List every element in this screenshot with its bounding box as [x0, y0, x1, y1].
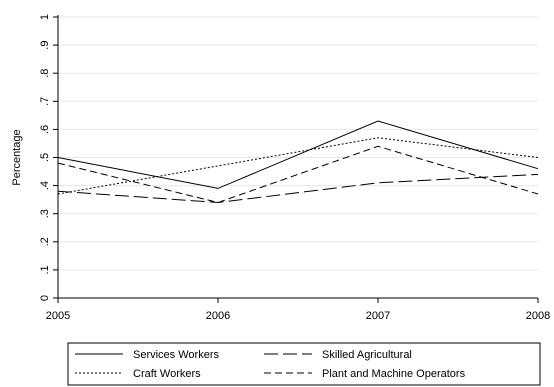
legend-label: Skilled Agricultural [322, 349, 412, 361]
series-line [57, 137, 539, 195]
y-tick-label: .4 [39, 181, 51, 190]
y-tick-label: .3 [39, 209, 51, 218]
legend-label: Plant and Machine Operators [322, 368, 466, 380]
y-tick-label: 1 [39, 14, 51, 20]
y-tick-label: .7 [39, 97, 51, 106]
x-tick-label: 2006 [206, 310, 230, 322]
legend-box [67, 342, 541, 386]
y-tick-label: .2 [39, 237, 51, 246]
legend-label: Services Workers [133, 349, 219, 361]
y-tick-label: .9 [39, 41, 51, 50]
legend-label: Craft Workers [133, 368, 201, 380]
y-tick-label: 0 [39, 295, 51, 301]
series-line [57, 145, 539, 204]
y-tick-label: .8 [39, 69, 51, 78]
x-tick-label: 2007 [366, 310, 390, 322]
axes: 0 .1 .2 .3 .4 .5 .6 .7 .8 .9 1 2005 2006 2007 2008 [39, 14, 550, 322]
legend: Services Workers Skilled Agricultural Craf… [67, 342, 541, 386]
x-tick-label: 2008 [526, 310, 550, 322]
series-line [57, 120, 539, 189]
y-axis-title: Percentage [11, 129, 23, 185]
y-tick-label: .6 [39, 125, 51, 134]
series-lines [57, 120, 539, 204]
y-tick-label: .5 [39, 153, 51, 162]
y-tick-label: .1 [39, 265, 51, 274]
grid-lines [58, 16, 538, 271]
series-line [57, 173, 539, 204]
x-tick-label: 2005 [46, 310, 70, 322]
